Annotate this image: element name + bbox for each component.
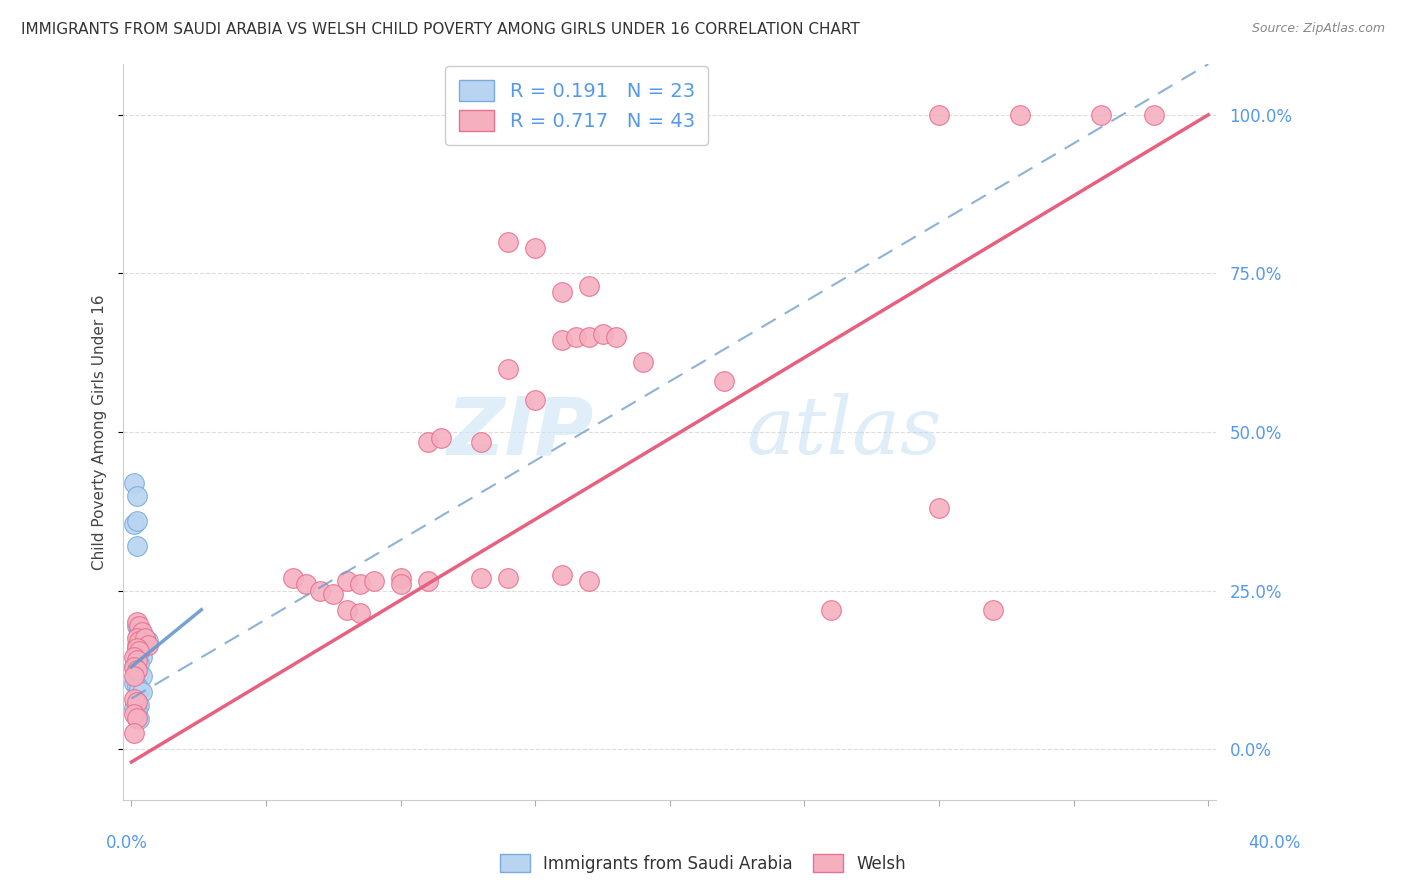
Point bbox=[128, 644, 150, 658]
Point bbox=[125, 704, 148, 718]
Point bbox=[122, 726, 145, 740]
Point bbox=[128, 712, 150, 726]
Point bbox=[134, 632, 156, 646]
Text: Source: ZipAtlas.com: Source: ZipAtlas.com bbox=[1251, 22, 1385, 36]
Point bbox=[349, 606, 371, 620]
Point bbox=[349, 577, 371, 591]
Point bbox=[578, 330, 600, 344]
Point bbox=[322, 587, 344, 601]
Legend: Immigrants from Saudi Arabia, Welsh: Immigrants from Saudi Arabia, Welsh bbox=[494, 847, 912, 880]
Point bbox=[125, 695, 148, 709]
Point bbox=[498, 571, 520, 585]
Point bbox=[578, 574, 600, 589]
Text: 0.0%: 0.0% bbox=[105, 834, 148, 852]
Point bbox=[122, 475, 145, 490]
Point bbox=[125, 710, 148, 724]
Point bbox=[125, 644, 148, 658]
Point bbox=[122, 660, 145, 674]
Point bbox=[416, 574, 439, 589]
Point bbox=[134, 632, 156, 646]
Point bbox=[125, 653, 148, 667]
Point bbox=[1090, 108, 1112, 122]
Point bbox=[125, 489, 148, 503]
Point bbox=[389, 577, 412, 591]
Point bbox=[122, 669, 145, 683]
Point bbox=[631, 355, 654, 369]
Point bbox=[128, 618, 150, 632]
Point bbox=[605, 330, 627, 344]
Point bbox=[592, 326, 614, 341]
Point bbox=[125, 632, 148, 646]
Point bbox=[128, 634, 150, 648]
Point bbox=[336, 603, 359, 617]
Point bbox=[125, 710, 148, 724]
Point bbox=[713, 374, 735, 388]
Point bbox=[125, 679, 148, 693]
Text: ZIP: ZIP bbox=[446, 393, 593, 471]
Point bbox=[564, 330, 586, 344]
Point bbox=[122, 701, 145, 715]
Point bbox=[122, 517, 145, 532]
Text: IMMIGRANTS FROM SAUDI ARABIA VS WELSH CHILD POVERTY AMONG GIRLS UNDER 16 CORRELA: IMMIGRANTS FROM SAUDI ARABIA VS WELSH CH… bbox=[21, 22, 860, 37]
Point bbox=[128, 640, 150, 655]
Point bbox=[308, 583, 330, 598]
Point bbox=[125, 539, 148, 553]
Point bbox=[128, 647, 150, 661]
Point bbox=[128, 681, 150, 696]
Point bbox=[578, 279, 600, 293]
Point bbox=[1143, 108, 1166, 122]
Point bbox=[125, 638, 148, 652]
Point bbox=[1008, 108, 1031, 122]
Point bbox=[125, 615, 148, 630]
Point bbox=[131, 685, 153, 699]
Point bbox=[981, 603, 1004, 617]
Point bbox=[128, 657, 150, 671]
Point bbox=[498, 361, 520, 376]
Point bbox=[131, 638, 153, 652]
Point bbox=[363, 574, 385, 589]
Point bbox=[524, 393, 547, 408]
Point bbox=[470, 434, 492, 449]
Point bbox=[131, 669, 153, 683]
Point bbox=[122, 691, 145, 706]
Point bbox=[125, 695, 148, 709]
Point bbox=[136, 638, 159, 652]
Point bbox=[122, 675, 145, 690]
Point bbox=[551, 285, 574, 300]
Point bbox=[128, 624, 150, 639]
Point bbox=[128, 698, 150, 712]
Point bbox=[820, 603, 842, 617]
Point bbox=[498, 235, 520, 249]
Point bbox=[551, 333, 574, 347]
Text: atlas: atlas bbox=[747, 393, 942, 471]
Point bbox=[131, 628, 153, 642]
Text: 40.0%: 40.0% bbox=[1249, 834, 1301, 852]
Point bbox=[131, 624, 153, 639]
Point bbox=[122, 650, 145, 665]
Point bbox=[125, 514, 148, 528]
Point bbox=[551, 567, 574, 582]
Point bbox=[125, 653, 148, 667]
Point bbox=[416, 434, 439, 449]
Point bbox=[295, 577, 318, 591]
Point bbox=[122, 707, 145, 722]
Point bbox=[430, 431, 453, 445]
Legend: R = 0.191   N = 23, R = 0.717   N = 43: R = 0.191 N = 23, R = 0.717 N = 43 bbox=[446, 66, 709, 145]
Point bbox=[131, 650, 153, 665]
Point bbox=[122, 660, 145, 674]
Y-axis label: Child Poverty Among Girls Under 16: Child Poverty Among Girls Under 16 bbox=[93, 294, 107, 570]
Point bbox=[281, 571, 304, 585]
Point bbox=[125, 663, 148, 677]
Point bbox=[125, 618, 148, 632]
Point bbox=[125, 663, 148, 677]
Point bbox=[470, 571, 492, 585]
Point bbox=[928, 501, 950, 516]
Point bbox=[524, 241, 547, 255]
Point bbox=[928, 108, 950, 122]
Point bbox=[136, 634, 159, 648]
Point bbox=[125, 640, 148, 655]
Point bbox=[128, 666, 150, 681]
Point bbox=[336, 574, 359, 589]
Point bbox=[389, 571, 412, 585]
